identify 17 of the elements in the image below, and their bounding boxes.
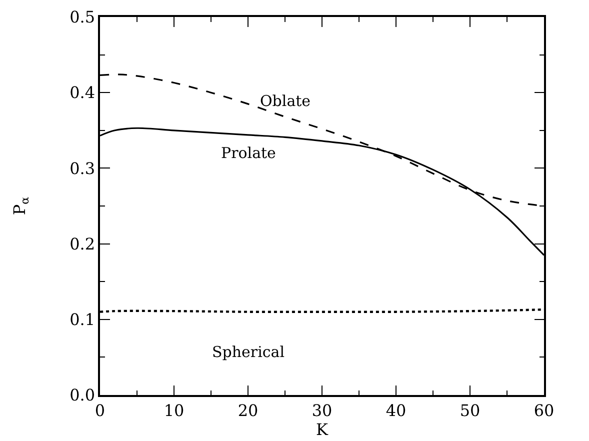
x-axis-title: K <box>316 420 330 439</box>
y-tick-label: 0.3 <box>70 158 96 178</box>
y-tick-label: 0.2 <box>70 234 96 254</box>
x-tick-label: 40 <box>386 400 406 420</box>
y-tick-label: 0.1 <box>70 310 96 329</box>
x-tick-label: 50 <box>460 400 480 420</box>
y-tick-label: 0.0 <box>70 386 96 405</box>
x-tick-label: 10 <box>164 400 184 420</box>
x-tick-label: 60 <box>534 400 554 420</box>
x-tick-label: 30 <box>312 400 332 420</box>
text: Spherical <box>212 343 285 361</box>
x-tick-label: 0 <box>94 400 106 420</box>
series-label: Prolate <box>221 144 276 162</box>
y-tick-label: 0.4 <box>70 83 96 102</box>
x-tick-label: 20 <box>238 400 258 420</box>
series-label: Oblate <box>260 92 311 110</box>
y-tick-label: 0.5 <box>70 8 96 27</box>
